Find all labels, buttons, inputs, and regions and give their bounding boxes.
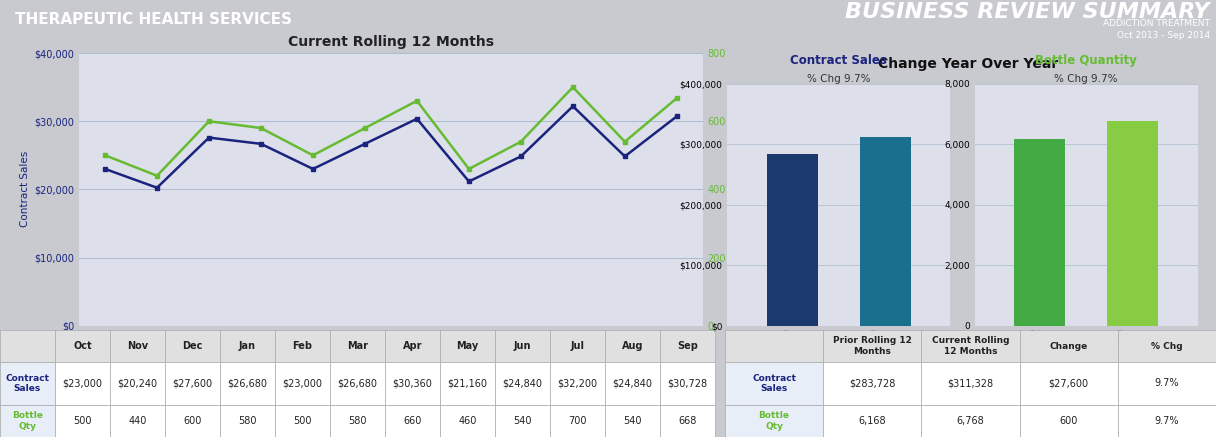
Title: Current Rolling 12 Months: Current Rolling 12 Months [288, 35, 494, 49]
Text: ADDICTION TREATMENT: ADDICTION TREATMENT [1103, 19, 1210, 28]
Text: BUSINESS REVIEW SUMMARY: BUSINESS REVIEW SUMMARY [845, 2, 1210, 22]
Text: % Chg 9.7%: % Chg 9.7% [807, 74, 871, 84]
Y-axis label: Bottle Qty: Bottle Qty [730, 163, 741, 216]
Text: % Chg 9.7%: % Chg 9.7% [1054, 74, 1118, 84]
Bar [1107, 121, 1159, 326]
Text: Change Year Over Year: Change Year Over Year [878, 57, 1059, 71]
Bar [1014, 139, 1065, 326]
Bar [860, 137, 911, 326]
Text: Oct 2013 - Sep 2014: Oct 2013 - Sep 2014 [1116, 31, 1210, 40]
Text: Contract Sales: Contract Sales [790, 54, 888, 67]
Text: Bottle Quantity: Bottle Quantity [1035, 54, 1137, 67]
Text: THERAPEUTIC HEALTH SERVICES: THERAPEUTIC HEALTH SERVICES [15, 13, 292, 28]
Bar [766, 154, 818, 326]
Y-axis label: Contract Sales: Contract Sales [19, 151, 30, 228]
